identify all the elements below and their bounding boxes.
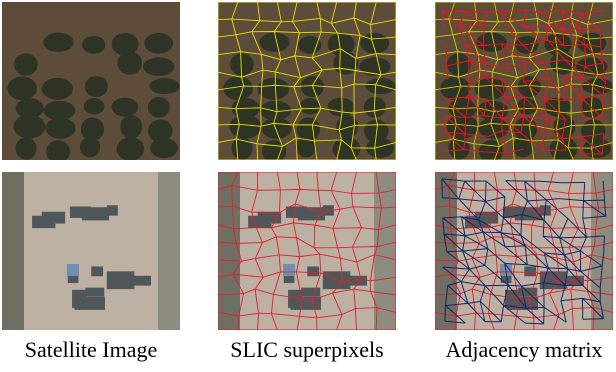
tree <box>333 52 358 75</box>
road <box>591 172 613 330</box>
building <box>323 271 351 289</box>
adjacency-edge <box>583 201 584 219</box>
tree <box>148 97 170 118</box>
road <box>2 172 24 330</box>
tree <box>15 137 36 159</box>
tree <box>359 57 391 76</box>
adjacency-edge <box>447 251 463 252</box>
building <box>134 276 151 286</box>
tree <box>80 137 100 157</box>
tree <box>550 52 575 75</box>
tree <box>120 115 142 139</box>
adjacency-edge <box>483 26 484 46</box>
road <box>374 172 396 330</box>
adjacency-edge <box>560 237 587 238</box>
tree <box>328 98 355 117</box>
roof <box>67 264 79 276</box>
tree <box>230 115 262 139</box>
adjacency-edge <box>583 200 604 201</box>
tree <box>298 36 321 54</box>
building <box>307 266 319 276</box>
building <box>82 207 109 220</box>
building <box>85 288 104 297</box>
image-tile <box>218 2 396 163</box>
tree <box>328 33 355 56</box>
caption: Adjacency matrix <box>446 337 603 362</box>
tree <box>143 57 175 76</box>
tree <box>150 138 178 158</box>
image-grid <box>2 2 613 330</box>
tree <box>46 140 70 163</box>
tree <box>117 52 142 75</box>
tree <box>230 53 254 75</box>
adjacency-edge <box>543 150 566 151</box>
tree <box>7 77 37 101</box>
building <box>475 212 498 224</box>
tree <box>300 98 321 114</box>
road <box>218 172 240 330</box>
tree <box>45 118 75 139</box>
tree <box>82 36 105 54</box>
tree <box>14 53 38 75</box>
tree <box>112 98 139 117</box>
adjacency-edge <box>508 285 521 286</box>
tree <box>43 101 75 120</box>
page: {"figure": {"captions": ["Satellite Imag… <box>0 0 616 372</box>
tree <box>476 33 506 52</box>
tree <box>43 33 73 52</box>
tree <box>85 76 108 97</box>
adjacency-edge <box>466 11 487 12</box>
building <box>301 288 320 297</box>
caption: SLIC superpixels <box>230 337 383 362</box>
adjacency-edge <box>483 232 501 233</box>
image-tile <box>2 2 180 163</box>
adjacency-edge <box>469 82 470 97</box>
building <box>524 266 536 276</box>
adjacency-edge <box>445 305 446 321</box>
tree <box>261 118 291 139</box>
adjacency-edge <box>604 236 605 253</box>
tree <box>84 98 105 114</box>
roof <box>283 264 295 276</box>
tree <box>447 53 471 75</box>
building <box>42 212 65 224</box>
building <box>72 290 87 303</box>
caption: Satellite Image <box>25 337 158 362</box>
tree <box>42 78 73 100</box>
image-tile <box>218 172 396 330</box>
tree <box>112 33 139 56</box>
road <box>158 172 180 330</box>
tree <box>117 137 145 161</box>
image-tile <box>435 172 613 330</box>
image-tile <box>435 2 613 163</box>
building <box>258 212 281 224</box>
building <box>91 266 103 276</box>
adjacency-edge <box>459 25 484 26</box>
tree <box>144 33 173 54</box>
tree <box>149 78 179 94</box>
tree <box>14 115 46 139</box>
building <box>107 271 135 289</box>
image-tile <box>2 172 180 330</box>
tree <box>259 33 289 52</box>
figure: Satellite Image SLIC superpixels Adjacen… <box>0 0 616 372</box>
